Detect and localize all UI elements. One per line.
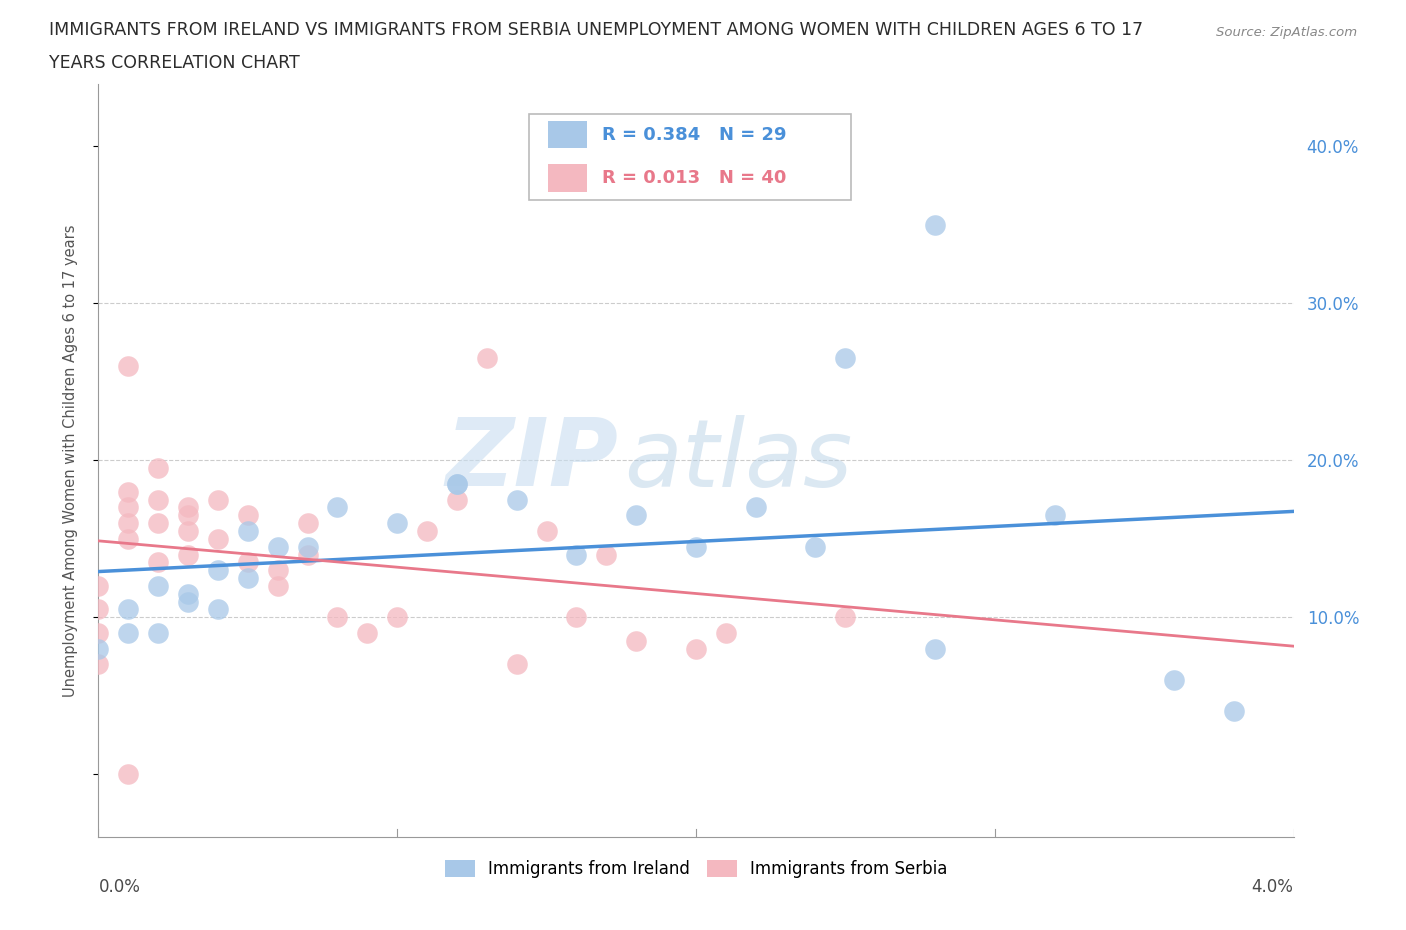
- Point: [506, 492, 529, 507]
- Point: [117, 500, 139, 515]
- Point: [148, 578, 170, 593]
- Point: [207, 531, 229, 546]
- Point: [207, 492, 229, 507]
- FancyBboxPatch shape: [529, 113, 852, 201]
- Point: [117, 485, 139, 499]
- Point: [267, 539, 290, 554]
- Point: [804, 539, 827, 554]
- Point: [626, 508, 648, 523]
- Point: [385, 515, 409, 530]
- Point: [148, 492, 170, 507]
- Point: [117, 766, 139, 781]
- Point: [148, 555, 170, 570]
- Point: [1043, 508, 1066, 523]
- Point: [536, 524, 558, 538]
- Point: [475, 351, 498, 365]
- Point: [87, 578, 110, 593]
- Point: [297, 515, 319, 530]
- Point: [446, 476, 468, 491]
- Point: [177, 586, 200, 601]
- Point: [87, 602, 110, 617]
- Point: [87, 657, 110, 671]
- Point: [924, 218, 946, 232]
- Point: [834, 351, 856, 365]
- Point: [117, 531, 139, 546]
- Point: [446, 492, 468, 507]
- Text: R = 0.013   N = 40: R = 0.013 N = 40: [602, 169, 786, 187]
- Point: [714, 626, 737, 641]
- Point: [117, 602, 139, 617]
- Point: [267, 563, 290, 578]
- FancyBboxPatch shape: [548, 164, 588, 192]
- Point: [1223, 704, 1246, 719]
- Text: 0.0%: 0.0%: [98, 879, 141, 897]
- Point: [326, 500, 349, 515]
- Point: [446, 476, 468, 491]
- Point: [685, 539, 707, 554]
- Point: [385, 610, 409, 625]
- Point: [595, 547, 617, 562]
- Point: [87, 642, 110, 657]
- Text: R = 0.384   N = 29: R = 0.384 N = 29: [602, 126, 786, 143]
- Point: [924, 642, 946, 657]
- Point: [177, 524, 200, 538]
- Point: [297, 539, 319, 554]
- Point: [834, 610, 856, 625]
- Point: [207, 602, 229, 617]
- Point: [267, 578, 290, 593]
- Text: atlas: atlas: [624, 415, 852, 506]
- FancyBboxPatch shape: [548, 121, 588, 149]
- Point: [1163, 672, 1185, 687]
- Point: [326, 610, 349, 625]
- Point: [117, 515, 139, 530]
- Point: [236, 524, 259, 538]
- Point: [177, 508, 200, 523]
- Text: 4.0%: 4.0%: [1251, 879, 1294, 897]
- Point: [148, 626, 170, 641]
- Point: [117, 626, 139, 641]
- Point: [356, 626, 378, 641]
- Point: [117, 359, 139, 374]
- Point: [87, 626, 110, 641]
- Point: [207, 563, 229, 578]
- Text: Source: ZipAtlas.com: Source: ZipAtlas.com: [1216, 26, 1357, 39]
- Point: [177, 547, 200, 562]
- Point: [565, 610, 588, 625]
- Point: [506, 657, 529, 671]
- Point: [177, 500, 200, 515]
- Text: YEARS CORRELATION CHART: YEARS CORRELATION CHART: [49, 54, 299, 72]
- Point: [148, 460, 170, 475]
- Point: [236, 555, 259, 570]
- Y-axis label: Unemployment Among Women with Children Ages 6 to 17 years: Unemployment Among Women with Children A…: [63, 224, 77, 697]
- Legend: Immigrants from Ireland, Immigrants from Serbia: Immigrants from Ireland, Immigrants from…: [439, 854, 953, 885]
- Text: ZIP: ZIP: [446, 415, 619, 506]
- Point: [626, 633, 648, 648]
- Point: [416, 524, 439, 538]
- Point: [177, 594, 200, 609]
- Point: [745, 500, 768, 515]
- Point: [297, 547, 319, 562]
- Point: [236, 571, 259, 586]
- Point: [148, 515, 170, 530]
- Point: [236, 508, 259, 523]
- Point: [685, 642, 707, 657]
- Point: [565, 547, 588, 562]
- Text: IMMIGRANTS FROM IRELAND VS IMMIGRANTS FROM SERBIA UNEMPLOYMENT AMONG WOMEN WITH : IMMIGRANTS FROM IRELAND VS IMMIGRANTS FR…: [49, 21, 1143, 39]
